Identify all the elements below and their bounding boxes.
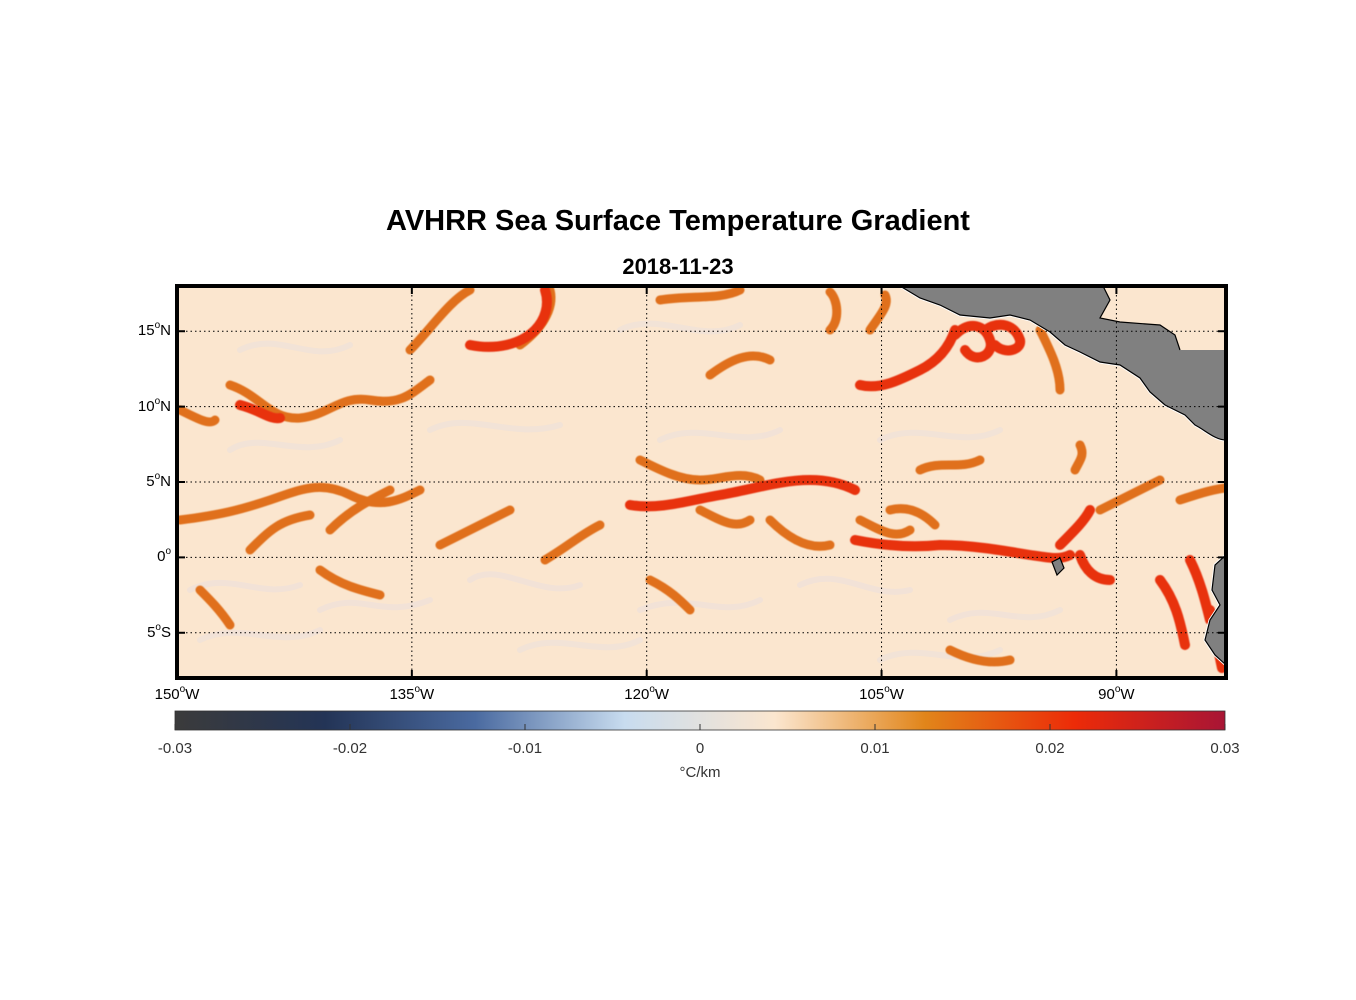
map-title: AVHRR Sea Surface Temperature Gradient <box>386 205 970 237</box>
land-central-america-outline <box>898 286 1226 441</box>
lat-tick-label: 5oN <box>146 471 171 491</box>
lat-tick-label: 5oS <box>147 621 171 641</box>
colorbar-tick-label: 0.03 <box>1210 740 1240 757</box>
colorbar-tick-label: 0 <box>695 740 705 757</box>
orange-sst-fronts <box>177 286 1226 667</box>
colorbar-tick-label: -0.03 <box>157 740 193 757</box>
lat-tick-label: 0o <box>157 546 171 566</box>
faint-gradient-texture <box>187 320 1063 663</box>
land-galapagos <box>1051 557 1065 577</box>
map-plot-area <box>177 286 1226 678</box>
land-south-america-outline <box>1204 554 1226 666</box>
lat-tick-label: 10oN <box>137 395 171 415</box>
gridlines <box>177 286 1226 678</box>
colorbar-tick-label: 0.01 <box>860 740 890 757</box>
map-date-subtitle: 2018-11-23 <box>622 254 734 279</box>
lon-tick-label: 150oW <box>154 684 200 704</box>
lon-tick-label: 105oW <box>859 684 904 704</box>
colorbar <box>174 710 1226 731</box>
lat-tick-label: 15oN <box>137 320 171 340</box>
map-frame <box>175 284 1228 680</box>
lon-tick-label: 120oW <box>624 684 670 704</box>
land-masses <box>897 286 1226 668</box>
colorbar-tick-label: -0.02 <box>332 740 368 757</box>
colorbar-unit-label: °C/km <box>679 764 721 781</box>
colorbar-tick-label: -0.01 <box>507 740 543 757</box>
land-yucatan-gap <box>1100 286 1226 350</box>
lon-tick-label: 90oW <box>1098 684 1135 704</box>
land-yucatan-edge <box>1099 286 1181 351</box>
colorbar-tick-marks <box>174 724 1226 730</box>
colorbar-tick-label: 0.02 <box>1035 740 1065 757</box>
lon-tick-label: 135oW <box>389 684 435 704</box>
